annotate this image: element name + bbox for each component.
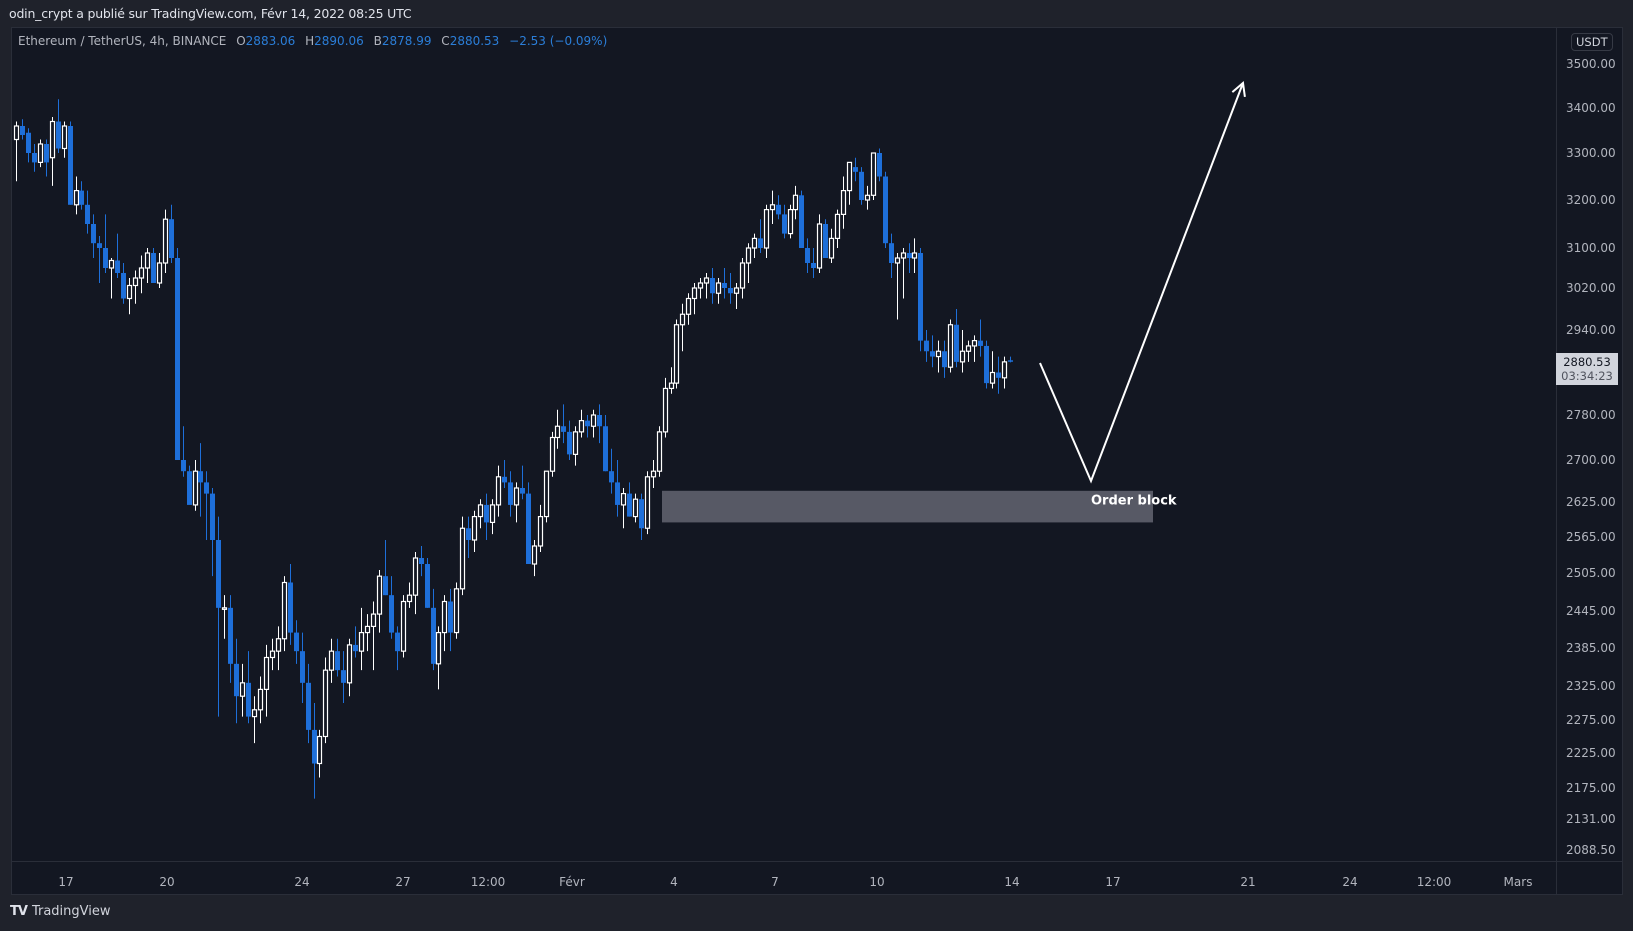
tradingview-logo-icon: TV <box>10 904 28 919</box>
open-value: 2883.06 <box>245 34 296 48</box>
time-tick-label: Févr <box>559 875 585 889</box>
publish-info: odin_crypt a publié sur TradingView.com,… <box>9 6 412 21</box>
open-key: O <box>236 34 246 48</box>
time-tick-label: 7 <box>771 875 779 889</box>
price-tick-label: 3500.00 <box>1566 57 1616 71</box>
axis-corner-divider <box>1556 861 1557 895</box>
time-tick-label: 24 <box>1342 875 1358 889</box>
price-tick-label: 2325.00 <box>1566 679 1616 693</box>
last-price: 2880.53 <box>1563 355 1611 369</box>
time-tick-label: 14 <box>1004 875 1020 889</box>
time-tick-label: 17 <box>1105 875 1121 889</box>
price-tick-label: 3100.00 <box>1566 241 1616 255</box>
price-tick-label: 2445.00 <box>1566 604 1616 618</box>
price-tick-label: 2088.50 <box>1566 843 1616 857</box>
time-tick-label: 17 <box>58 875 74 889</box>
bar-countdown: 03:34:23 <box>1561 369 1613 383</box>
chart-panel[interactable] <box>11 27 1623 895</box>
price-tick-label: 2385.00 <box>1566 641 1616 655</box>
price-tick-label: 3020.00 <box>1566 281 1616 295</box>
price-tick-label: 2940.00 <box>1566 323 1616 337</box>
time-tick-label: 27 <box>395 875 411 889</box>
price-tick-label: 2275.00 <box>1566 713 1616 727</box>
time-tick-label: 24 <box>294 875 310 889</box>
price-tick-label: 2505.00 <box>1566 566 1616 580</box>
price-tick-label: 3200.00 <box>1566 193 1616 207</box>
time-tick-label: 20 <box>159 875 175 889</box>
price-tick-label: 2175.00 <box>1566 781 1616 795</box>
close-key: C <box>441 34 450 48</box>
low-key: B <box>373 34 382 48</box>
high-key: H <box>305 34 315 48</box>
last-price-badge: 2880.53 03:34:23 <box>1556 353 1618 385</box>
tradingview-brand[interactable]: TV TradingView <box>10 904 110 919</box>
price-tick-label: 2225.00 <box>1566 746 1616 760</box>
price-tick-label: 2565.00 <box>1566 530 1616 544</box>
price-tick-label: 2625.00 <box>1566 495 1616 509</box>
projection-arrow[interactable] <box>1039 81 1246 484</box>
candles <box>13 99 1013 799</box>
price-tick-label: 2131.00 <box>1566 812 1616 826</box>
brand-name: TradingView <box>31 904 111 919</box>
price-tick-label: 2700.00 <box>1566 453 1616 467</box>
symbol-name[interactable]: Ethereum / TetherUS, 4h, BINANCE <box>18 34 227 48</box>
price-tick-label: 3400.00 <box>1566 101 1616 115</box>
time-tick-label: 12:00 <box>470 875 506 889</box>
time-tick-label: 4 <box>670 875 678 889</box>
high-value: 2890.06 <box>314 34 364 48</box>
price-axis[interactable] <box>1556 27 1624 861</box>
time-tick-label: 12:00 <box>1416 875 1452 889</box>
time-axis[interactable] <box>11 861 1623 896</box>
order-block-rect[interactable] <box>662 490 1153 523</box>
close-value: 2880.53 <box>449 34 500 48</box>
time-tick-label: 10 <box>869 875 885 889</box>
time-tick-label: Mars <box>1503 875 1533 889</box>
currency-button[interactable]: USDT <box>1571 33 1613 51</box>
price-tick-label: 2780.00 <box>1566 408 1616 422</box>
time-tick-label: 21 <box>1240 875 1256 889</box>
symbol-legend: Ethereum / TetherUS, 4h, BINANCE O2883.0… <box>18 34 607 48</box>
change-value: −2.53 (−0.09%) <box>509 34 608 48</box>
order-block-label: Order block <box>1091 493 1177 509</box>
low-value: 2878.99 <box>381 34 432 48</box>
price-tick-label: 3300.00 <box>1566 146 1616 160</box>
